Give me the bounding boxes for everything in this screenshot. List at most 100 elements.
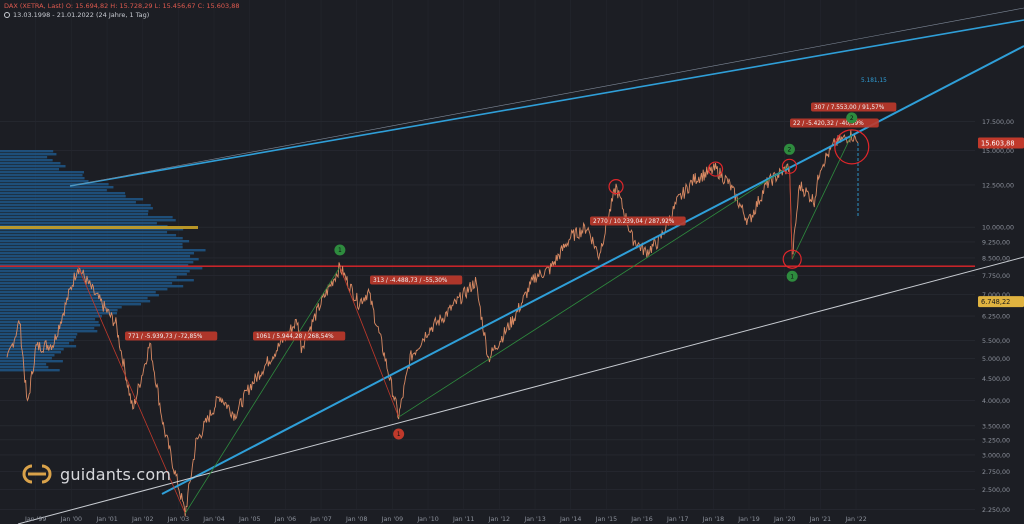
- volume-bar: [0, 240, 190, 243]
- volume-bar: [0, 177, 85, 180]
- volume-bar: [0, 216, 173, 219]
- marker-label: 2: [850, 115, 854, 122]
- volume-bar: [0, 315, 102, 318]
- y-tick-label: 5.500,00: [982, 338, 1010, 345]
- x-tick-label: Jan '14: [559, 516, 581, 523]
- volume-bar: [0, 258, 199, 261]
- x-tick-label: Jan '06: [274, 516, 296, 523]
- volume-bar: [0, 369, 60, 372]
- brand-name: guidants.com: [60, 464, 172, 484]
- marker-red: [393, 428, 405, 440]
- highlight-circle: [782, 249, 802, 269]
- volume-bar: [0, 348, 64, 351]
- volume-bar: [0, 294, 159, 297]
- trend-upper-thin: [69, 7, 1024, 187]
- y-tick-label: 12.500,00: [982, 182, 1014, 189]
- marker-green: [786, 270, 798, 282]
- volume-bar: [0, 195, 126, 198]
- y-tick-label: 7.750,00: [982, 273, 1010, 280]
- volume-bar: [0, 327, 95, 330]
- volume-bar: [0, 222, 157, 225]
- marker-label: 1: [338, 247, 342, 254]
- trend-upper-blue: [69, 19, 1024, 187]
- marker-label: 1: [397, 431, 401, 438]
- volume-bar: [0, 264, 189, 267]
- annotation-label: 5.181,15: [861, 78, 887, 84]
- y-tick-label: 15.000,00: [982, 148, 1014, 155]
- y-tick-label: 2.500,00: [982, 487, 1010, 494]
- x-tick-label: Jan '16: [630, 516, 652, 523]
- y-tick-label: 2.250,00: [982, 507, 1010, 514]
- volume-bar: [0, 291, 156, 294]
- trend-long-grey: [17, 256, 1024, 524]
- volume-bar: [0, 189, 107, 192]
- volume-bar: [0, 339, 74, 342]
- volume-bar: [0, 255, 191, 258]
- volume-bar: [0, 231, 168, 234]
- volume-bar: [0, 342, 70, 345]
- brand-logo: guidants.com: [20, 460, 171, 488]
- price-tag: [978, 137, 1024, 149]
- price-line: [6, 130, 859, 517]
- volume-bar: [0, 249, 206, 252]
- volume-bar: [0, 357, 52, 360]
- volume-bar: [0, 204, 151, 207]
- volume-bar: [0, 171, 85, 174]
- volume-bar: [0, 306, 122, 309]
- volume-bar: [0, 213, 148, 216]
- volume-bar: [0, 273, 187, 276]
- y-tick-label: 6.250,00: [982, 314, 1010, 321]
- volume-bar: [0, 198, 144, 201]
- volume-bar: [0, 276, 177, 279]
- measure-2007-2009: [339, 266, 400, 418]
- volume-bar: [0, 252, 195, 255]
- y-tick-label: 3.000,00: [982, 452, 1010, 459]
- volume-bar: [0, 336, 77, 339]
- volume-bar: [0, 321, 99, 324]
- price-series: [6, 130, 859, 517]
- marker-green: [334, 244, 346, 256]
- x-tick-label: Jan '00: [60, 516, 82, 523]
- x-tick-label: Jan '09: [381, 516, 403, 523]
- volume-bar: [0, 261, 194, 264]
- annotation-box: [370, 275, 463, 285]
- y-tick-label: 9.250,00: [982, 239, 1010, 246]
- x-tick-label: Jan '19: [737, 516, 759, 523]
- clock-icon: [4, 12, 10, 18]
- annotation-label: 313 / -4.488,73 / -55,30%: [373, 278, 448, 284]
- volume-bar: [0, 228, 184, 231]
- volume-bar: [0, 300, 151, 303]
- annotation-box: [253, 331, 346, 341]
- marker-label: 1: [790, 273, 794, 280]
- y-tick-label: 4.000,00: [982, 398, 1010, 405]
- measure-2009-2020: [398, 165, 790, 418]
- volume-bar: [0, 318, 96, 321]
- x-axis: Jan '99 Jan '00 Jan '01 Jan '02 Jan '03 Jan '…: [24, 516, 867, 523]
- markers: 111212: [334, 112, 858, 440]
- x-tick-label: Jan '17: [666, 516, 688, 523]
- x-tick-label: Jan '13: [523, 516, 545, 523]
- highlight-circle: [834, 129, 870, 165]
- x-tick-label: Jan '15: [595, 516, 617, 523]
- annotation-box: [125, 331, 218, 341]
- chart-header-range: 13.03.1998 - 21.01.2022 (24 Jahre, 1 Tag…: [4, 11, 149, 20]
- volume-bar: [0, 207, 153, 210]
- volume-bar: [0, 159, 53, 162]
- x-tick-label: Jan '18: [702, 516, 724, 523]
- annotation-label: 771 / -5.939,73 / -72,85%: [128, 334, 203, 340]
- annotations: 771 / -5.939,73 / -72,85% 1061 / 5.944,28…: [125, 78, 897, 341]
- annotation-box: [590, 216, 686, 226]
- price-tag-label: 6.748,22: [981, 298, 1010, 306]
- volume-bar: [0, 279, 194, 282]
- volume-bar: [0, 309, 118, 312]
- measure-2020-crash: [789, 166, 793, 260]
- volume-bar: [0, 270, 190, 273]
- y-tick-label: 4.500,00: [982, 376, 1010, 383]
- y-tick-label: 3.250,00: [982, 437, 1010, 444]
- x-tick-label: Jan '11: [452, 516, 474, 523]
- volume-bar: [0, 324, 101, 327]
- volume-bar: [0, 246, 183, 249]
- x-tick-label: Jan '07: [309, 516, 331, 523]
- volume-poc-bar: [0, 226, 198, 229]
